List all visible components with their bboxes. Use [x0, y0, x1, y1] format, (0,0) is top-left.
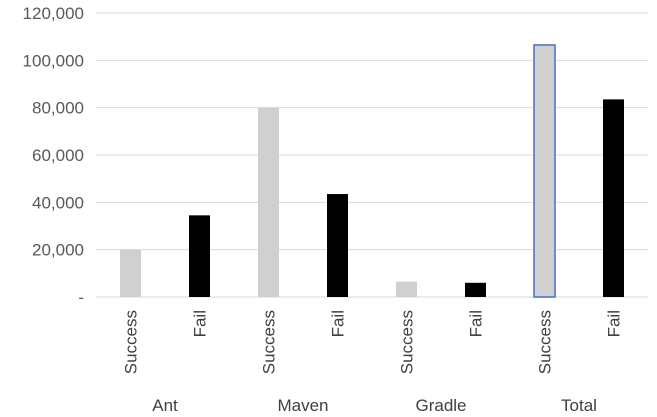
x-tick-label-ant-fail: Fail [191, 310, 210, 337]
y-tick-label-100-000: 100,000 [23, 51, 84, 70]
x-tick-label-total-fail: Fail [605, 310, 624, 337]
x-tick-label-total-success: Success [536, 310, 555, 374]
bars [120, 44, 624, 298]
bar-gradle-fail [465, 282, 486, 297]
x-tick-label-gradle-success: Success [398, 310, 417, 374]
bar-ant-fail [189, 215, 210, 297]
y-tick-label-60-000: 60,000 [32, 146, 84, 165]
x-tick-label-ant-success: Success [122, 310, 141, 374]
bar-total-fail [603, 99, 624, 297]
y-tick-label-40-000: 40,000 [32, 193, 84, 212]
x-tick-label-gradle-fail: Fail [467, 310, 486, 337]
y-tick-label-20-000: 20,000 [32, 241, 84, 260]
x-tick-label-maven-success: Success [260, 310, 279, 374]
y-tick-label-120-000: 120,000 [23, 4, 84, 23]
group-label-ant: Ant [152, 396, 178, 415]
gridlines [96, 12, 648, 298]
bar-maven-fail [327, 194, 348, 297]
bar-total-success [533, 44, 556, 298]
bar-gradle-success [396, 281, 417, 297]
y-axis-tick-labels: - 20,000 40,000 60,000 80,000 100,000 120,000 [23, 4, 84, 307]
group-label-gradle: Gradle [415, 396, 466, 415]
bar-maven-success [258, 107, 279, 298]
x-axis-category-labels: Success Fail Success Fail Success Fail Success… [122, 310, 624, 374]
x-axis-group-labels: Ant Maven Gradle Total [152, 396, 597, 415]
x-tick-label-maven-fail: Fail [329, 310, 348, 337]
bar-ant-success [120, 249, 141, 297]
y-tick-label-zero: - [78, 288, 84, 307]
y-tick-label-80-000: 80,000 [32, 99, 84, 118]
group-label-maven: Maven [277, 396, 328, 415]
group-label-total: Total [561, 396, 597, 415]
